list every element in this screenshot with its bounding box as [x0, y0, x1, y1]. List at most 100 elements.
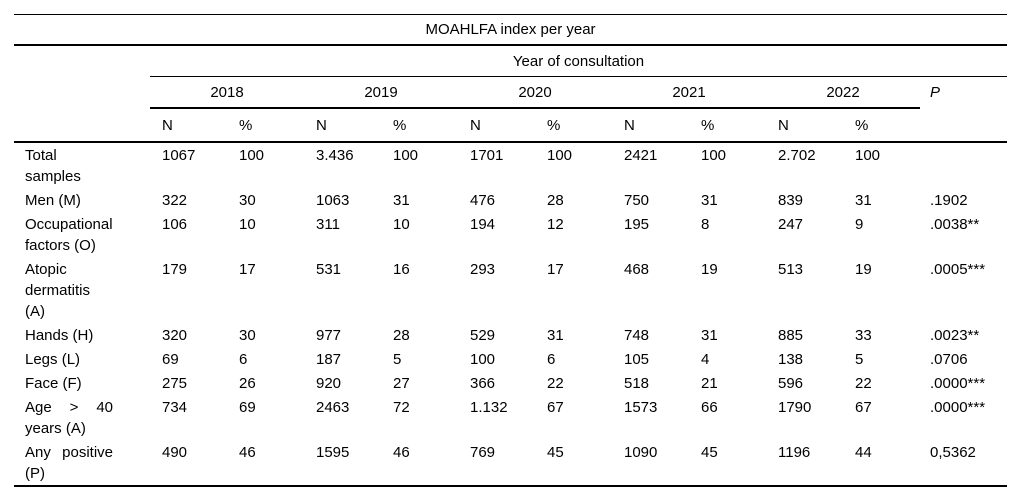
data-cell: 1595	[304, 440, 381, 487]
row-label: Legs (L)	[25, 351, 81, 368]
data-cell: 9	[855, 216, 864, 233]
data-cell: 19	[855, 261, 872, 278]
data-cell: 45	[535, 440, 612, 487]
year-of-consultation-header: Year of consultation	[150, 45, 1008, 77]
data-cell: 1.132	[470, 399, 508, 416]
table-row: Legs (L) 69 6 187 5 100 6 105 4 138 5 .0706	[14, 347, 1007, 371]
row-label: Total samples	[25, 147, 81, 185]
year-header-2018: 2018	[150, 76, 304, 109]
p-value-cell: 0,5362	[920, 440, 1008, 487]
table-row: Total samples 1067 100 3.436 100 1701 100 2421 1…	[14, 142, 1007, 188]
data-cell: 513	[778, 261, 804, 278]
spacer-cell	[14, 45, 150, 77]
row-label: Hands (H)	[25, 327, 94, 344]
data-cell: 195	[624, 216, 650, 233]
data-cell: 100	[701, 147, 727, 164]
data-cell: 31	[701, 192, 718, 209]
data-cell: 490	[150, 440, 227, 487]
data-cell: 1067	[162, 147, 196, 164]
data-cell: 322	[162, 192, 188, 209]
data-cell: 12	[547, 216, 564, 233]
table-title: MOAHLFA index per year	[14, 14, 1008, 46]
subheader-row: N % N % N % N % N %	[14, 108, 1008, 143]
p-value-cell: .0005***	[930, 261, 986, 278]
table-row: Age > 40 years (A) 734 69 2463 72 1.132 67 1573…	[14, 395, 1007, 440]
n-header: N	[150, 108, 227, 143]
data-cell: 839	[778, 192, 804, 209]
row-label: Men (M)	[25, 192, 81, 209]
year-header-2020: 2020	[458, 76, 612, 109]
row-label: Age > 40 years (A)	[25, 399, 113, 437]
data-cell: 27	[393, 375, 410, 392]
data-cell: 33	[855, 327, 872, 344]
data-cell: 31	[547, 327, 564, 344]
data-cell: 31	[855, 192, 872, 209]
data-cell: 8	[701, 216, 710, 233]
data-cell: 22	[855, 375, 872, 392]
data-cell: 1701	[470, 147, 504, 164]
n-header: N	[458, 108, 535, 143]
data-cell: 1090	[612, 440, 689, 487]
data-cell: 596	[778, 375, 804, 392]
data-cell: 69	[239, 399, 256, 416]
p-value-cell: .0038**	[930, 216, 980, 233]
data-cell: 26	[239, 375, 256, 392]
data-cell: 46	[381, 440, 458, 487]
row-label: Atopic dermatitis (A)	[25, 261, 91, 320]
table-row: Atopic dermatitis (A) 179 17 531 16 293 17 468 1…	[14, 257, 1007, 323]
table-row: Face (F) 275 26 920 27 366 22 518 21 596 22 .0000**…	[14, 371, 1007, 395]
n-header: N	[766, 108, 843, 143]
data-cell: 3.436	[316, 147, 354, 164]
p-value-cell: .0000***	[930, 375, 986, 392]
data-cell: 28	[393, 327, 410, 344]
row-label: Face (F)	[25, 375, 82, 392]
data-cell: 105	[624, 351, 650, 368]
data-cell: 17	[547, 261, 564, 278]
data-cell: 293	[470, 261, 496, 278]
data-cell: 885	[778, 327, 804, 344]
data-cell: 17	[239, 261, 256, 278]
p-value-cell	[920, 142, 1007, 188]
year-of-consultation-row: Year of consultation	[14, 45, 1008, 77]
data-cell: 22	[547, 375, 564, 392]
data-cell: 100	[470, 351, 496, 368]
pct-header: %	[689, 108, 766, 143]
table-row: Hands (H) 320 30 977 28 529 31 748 31 885 33 .0023*…	[14, 323, 1007, 347]
spacer-cell	[920, 108, 1008, 143]
pct-header: %	[381, 108, 458, 143]
data-cell: 920	[316, 375, 342, 392]
data-cell: 30	[239, 327, 256, 344]
table-row: Men (M) 322 30 1063 31 476 28 750 31 839 31 .1902	[14, 188, 1007, 212]
data-cell: 194	[470, 216, 496, 233]
data-cell: 28	[547, 192, 564, 209]
data-cell: 100	[547, 147, 573, 164]
data-cell: 734	[162, 399, 188, 416]
data-cell: 518	[624, 375, 650, 392]
data-cell: 275	[162, 375, 188, 392]
data-cell: 106	[162, 216, 188, 233]
data-cell: 6	[547, 351, 556, 368]
data-cell: 46	[227, 440, 304, 487]
data-cell: 30	[239, 192, 256, 209]
data-cell: 19	[701, 261, 718, 278]
data-cell: 1196	[766, 440, 843, 487]
data-cell: 750	[624, 192, 650, 209]
data-cell: 16	[393, 261, 410, 278]
spacer-cell	[14, 108, 150, 143]
p-value-cell: .0023**	[930, 327, 980, 344]
data-cell: 5	[855, 351, 864, 368]
data-cell: 66	[701, 399, 718, 416]
table-row: Occupational factors (O) 106 10 311 10 194 12 1…	[14, 212, 1007, 257]
data-cell: 6	[239, 351, 248, 368]
data-cell: 531	[316, 261, 342, 278]
row-label: Any positive (P)	[14, 440, 150, 487]
n-header: N	[304, 108, 381, 143]
data-cell: 748	[624, 327, 650, 344]
data-cell: 468	[624, 261, 650, 278]
data-cell: 31	[393, 192, 410, 209]
year-header-2019: 2019	[304, 76, 458, 109]
data-cell: 44	[843, 440, 920, 487]
data-cell: 100	[393, 147, 419, 164]
data-cell: 977	[316, 327, 342, 344]
data-cell: 67	[547, 399, 564, 416]
